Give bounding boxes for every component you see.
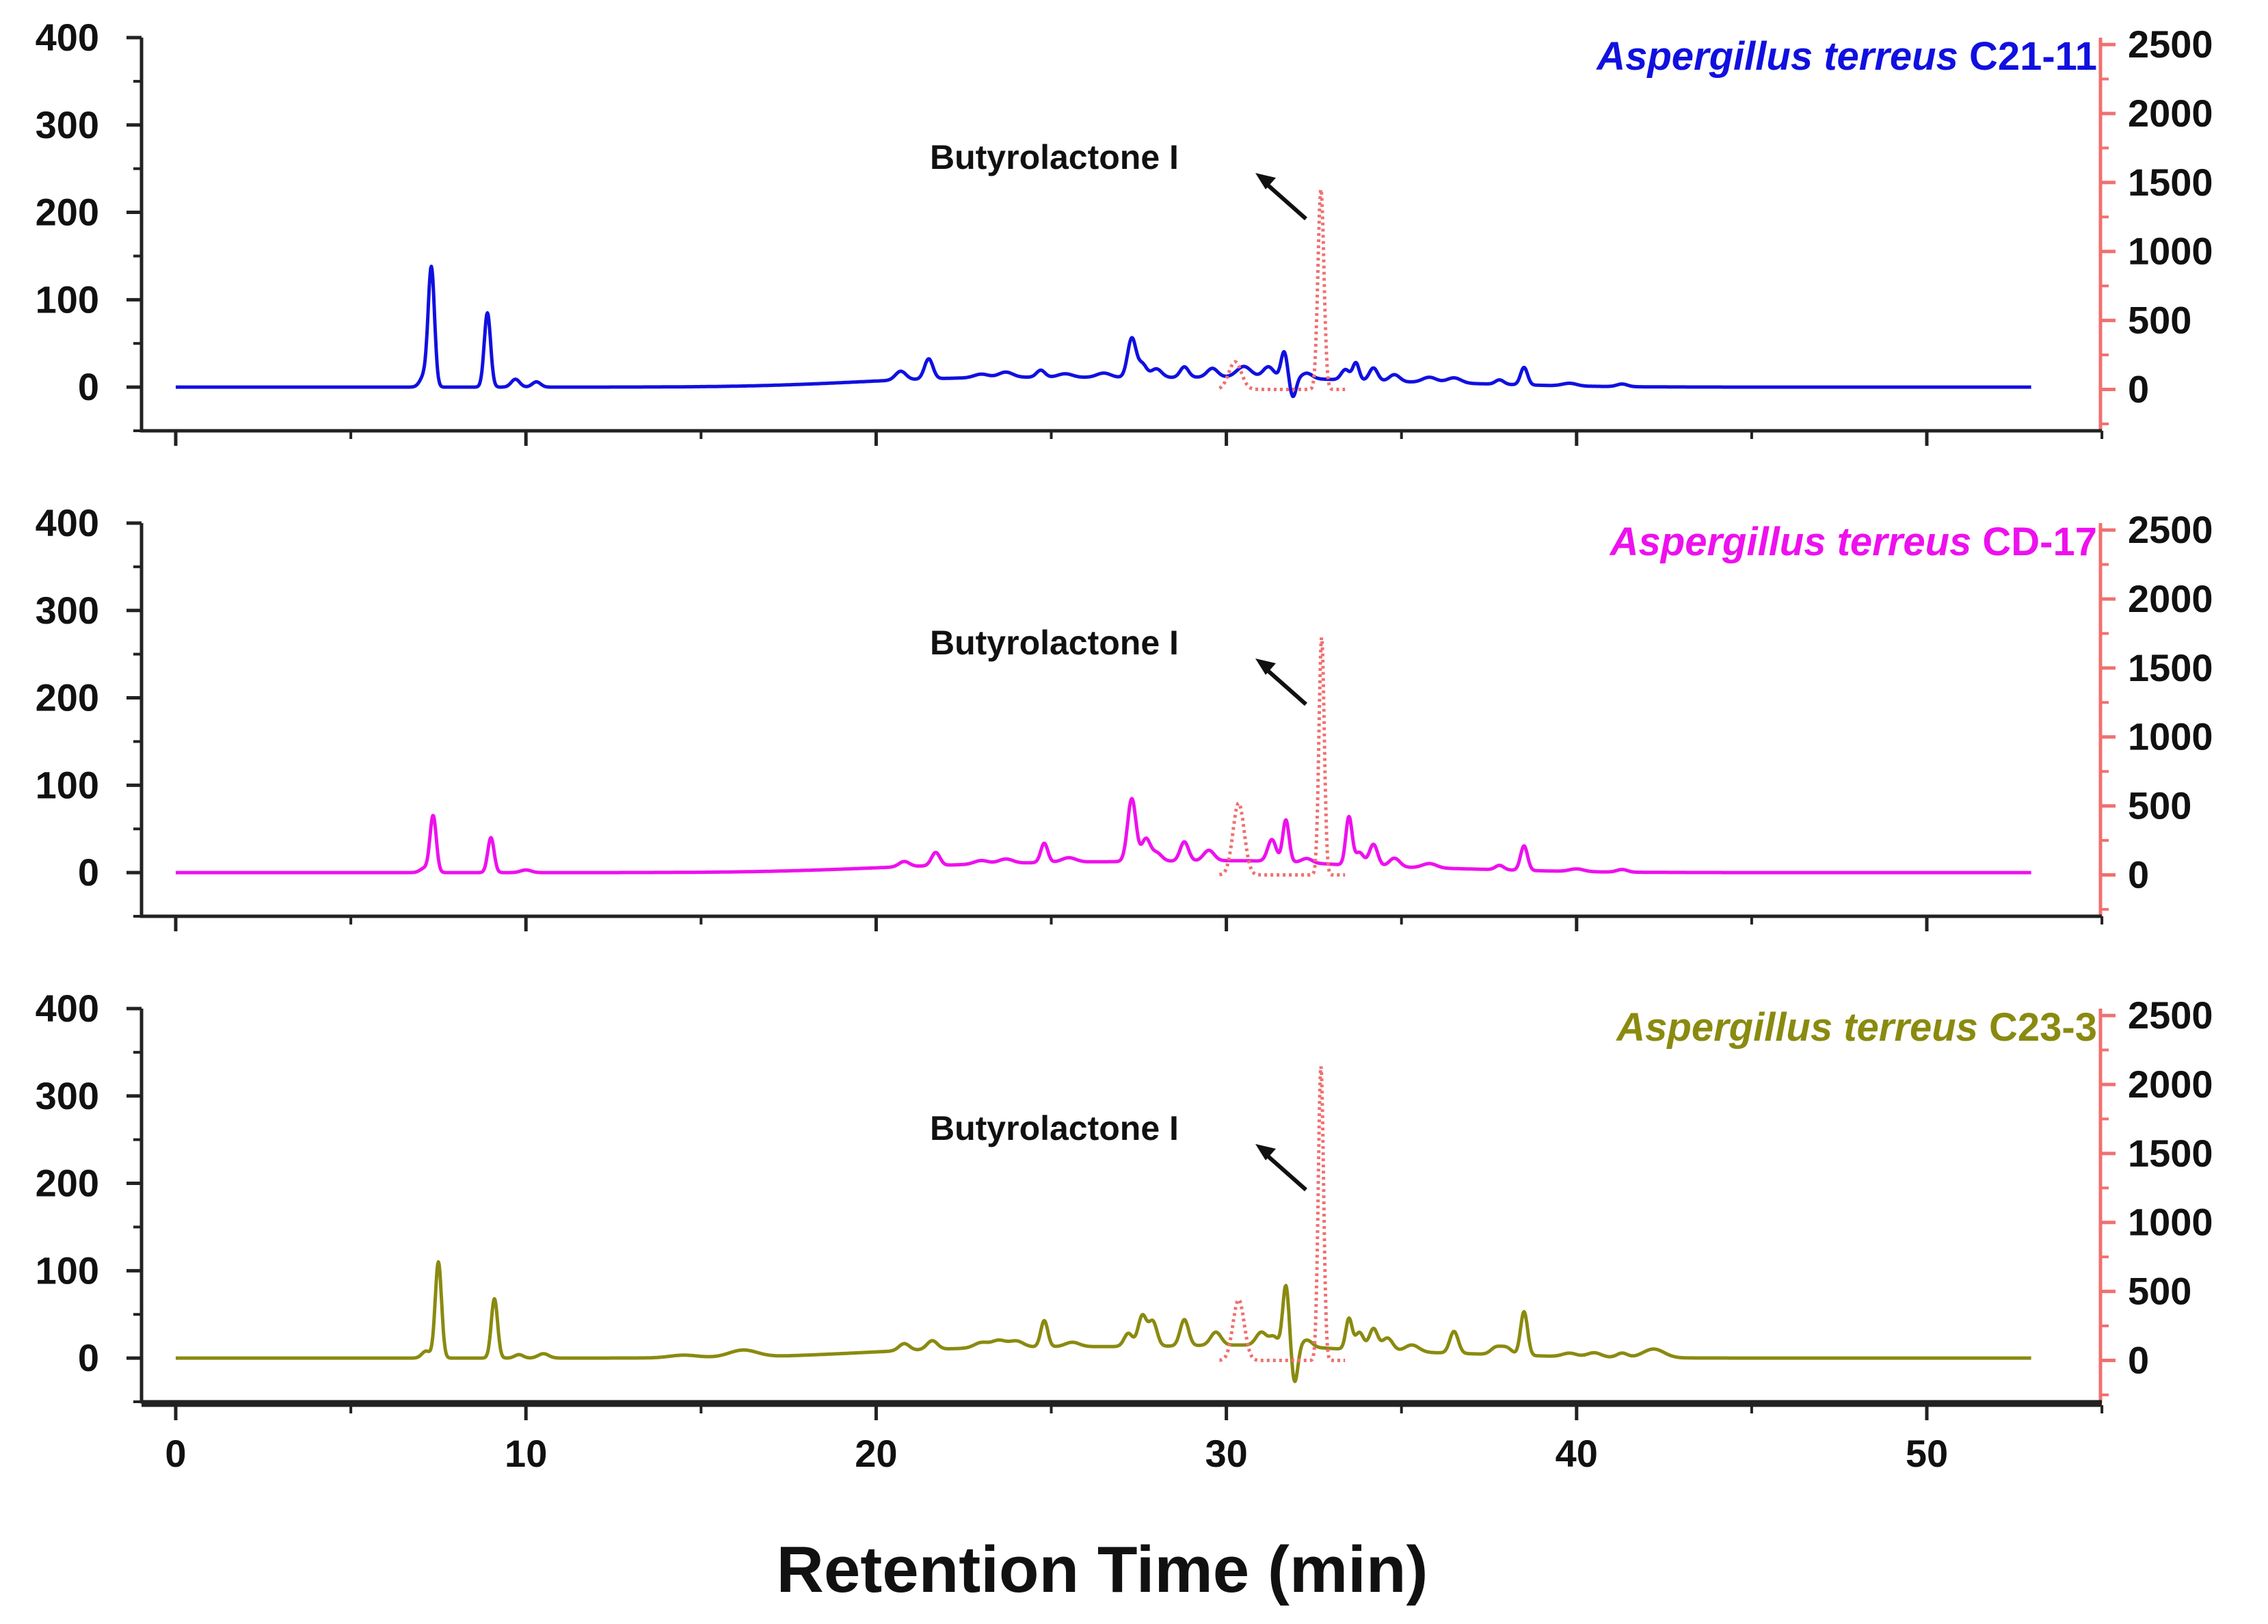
standard-trace (1219, 1066, 1346, 1362)
x-tick-label: 30 (1205, 1432, 1247, 1475)
left-y-tick-label: 100 (36, 278, 99, 321)
left-y-tick-label: 0 (78, 851, 99, 894)
chromatogram-panel: 0 100 200 300 400 0 500 1000 1500 2000 2500 Aspergi… (36, 16, 2213, 433)
strain-name: C21-11 (1969, 34, 2097, 79)
left-y-tick-label: 100 (36, 763, 99, 806)
annotation-arrow-head (1255, 658, 1276, 675)
left-y-tick-label: 200 (36, 676, 99, 719)
left-y-tick-label: 300 (36, 1074, 99, 1117)
left-y-tick-label: 100 (36, 1249, 99, 1292)
panel-title: Aspergillus terreus C23-3 (1615, 1005, 2097, 1050)
x-tick-label: 10 (505, 1432, 547, 1475)
strain-name: C23-3 (1989, 1005, 2097, 1050)
right-y-tick-label: 2500 (2128, 23, 2213, 66)
left-y-tick-label: 400 (36, 987, 99, 1030)
species-name: Aspergillus terreus (1615, 1005, 1989, 1050)
right-y-tick-label: 0 (2128, 1338, 2149, 1381)
annotation-arrow-shaft (1264, 181, 1307, 221)
right-y-tick-label: 1000 (2128, 1201, 2213, 1244)
right-y-tick-label: 2000 (2128, 577, 2213, 620)
standard-trace (1218, 189, 1346, 391)
left-y-tick-label: 300 (36, 589, 99, 632)
right-y-tick-label: 1500 (2128, 1132, 2213, 1175)
annotation-arrow-shaft (1264, 666, 1307, 706)
species-name: Aspergillus terreus (1609, 520, 1983, 564)
x-axis-title: Retention Time (min) (777, 1533, 1428, 1606)
right-y-tick-label: 500 (2128, 299, 2191, 342)
right-y-tick-label: 1500 (2128, 161, 2213, 204)
right-y-tick-label: 2500 (2128, 508, 2213, 551)
right-y-tick-label: 500 (2128, 784, 2191, 827)
left-y-tick-label: 0 (78, 1336, 99, 1379)
annotation-arrow-shaft (1264, 1152, 1307, 1192)
strain-name: CD-17 (1982, 520, 2097, 564)
x-tick-label: 20 (855, 1432, 897, 1475)
right-y-tick-label: 500 (2128, 1270, 2191, 1313)
left-y-tick-label: 300 (36, 103, 99, 146)
annotation-butyrolactone: Butyrolactone I (930, 138, 1179, 176)
x-tick-label: 50 (1906, 1432, 1948, 1475)
sample-trace (174, 797, 2033, 875)
annotation-butyrolactone: Butyrolactone I (930, 1109, 1179, 1147)
sample-trace (174, 1260, 2033, 1383)
standard-trace (1218, 637, 1346, 877)
annotation-butyrolactone: Butyrolactone I (930, 624, 1179, 662)
x-tick-label: 0 (165, 1432, 186, 1475)
right-y-tick-label: 2000 (2128, 92, 2213, 135)
left-y-tick-label: 0 (78, 365, 99, 408)
annotation-arrow-head (1255, 173, 1276, 189)
chromatogram-panel: 0 100 200 300 400 0 500 1000 1500 2000 2500 Aspergi… (36, 501, 2213, 918)
panel-title: Aspergillus terreus CD-17 (1609, 520, 2097, 564)
left-y-tick-label: 400 (36, 16, 99, 59)
right-y-tick-label: 0 (2128, 853, 2149, 896)
x-tick-label: 40 (1556, 1432, 1598, 1475)
annotation-arrow-head (1255, 1144, 1276, 1160)
right-y-tick-label: 1000 (2128, 230, 2213, 273)
right-y-tick-label: 2500 (2128, 994, 2213, 1037)
left-y-tick-label: 200 (36, 1162, 99, 1205)
right-y-tick-label: 1500 (2128, 646, 2213, 689)
left-y-tick-label: 200 (36, 191, 99, 234)
left-y-tick-label: 400 (36, 501, 99, 544)
right-y-tick-label: 0 (2128, 367, 2149, 410)
panel-title: Aspergillus terreus C21-11 (1595, 34, 2097, 79)
sample-trace (174, 265, 2033, 399)
species-name: Aspergillus terreus (1595, 34, 1969, 79)
right-y-tick-label: 1000 (2128, 715, 2213, 758)
chromatogram-panel: 0 100 200 300 400 0 500 1000 1500 2000 2500 Aspergi… (36, 987, 2213, 1404)
right-y-tick-label: 2000 (2128, 1063, 2213, 1106)
